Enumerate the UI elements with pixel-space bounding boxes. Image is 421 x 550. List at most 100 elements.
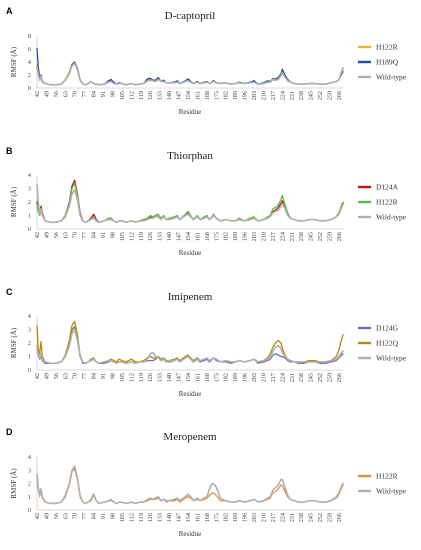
x-tick-label: 42 [34, 373, 41, 379]
x-tick-label: 112 [128, 91, 135, 100]
y-tick-label: 2 [28, 72, 31, 79]
x-tick-label: 91 [100, 232, 107, 238]
y-tick-label: 1 [28, 354, 31, 361]
y-tick-label: 4 [28, 313, 31, 320]
x-axis-label: Residue [179, 390, 202, 398]
chart-panel-c: C Imipenem 0 1 2 3 4 RMSF (Å) 42 49 56 63 70 77 84 91 98… [6, 287, 407, 398]
x-tick-label: 161 [194, 373, 201, 382]
x-tick-label: 140 [166, 232, 173, 241]
x-tick-label: 189 [232, 232, 239, 241]
x-tick-label: 182 [223, 91, 230, 100]
y-axis-label: RMSF (Å) [10, 186, 18, 217]
chart-title: Imipenem [168, 291, 213, 303]
x-tick-label: 203 [251, 513, 258, 522]
y-tick-label: 1 [28, 213, 31, 220]
x-tick-label: 105 [119, 373, 126, 382]
x-tick-label: 238 [298, 513, 305, 522]
chart-title: D-captopril [165, 10, 216, 22]
legend-label: H122R [376, 198, 398, 207]
x-tick-label: 224 [279, 373, 286, 382]
x-tick-label: 189 [232, 373, 239, 382]
x-tick-label: 63 [62, 513, 69, 519]
x-tick-label: 210 [260, 91, 267, 100]
x-tick-label: 196 [242, 373, 249, 382]
x-tick-label: 161 [194, 232, 201, 241]
x-tick-label: 203 [251, 232, 258, 241]
x-tick-label: 126 [147, 232, 154, 241]
x-tick-label: 133 [157, 373, 164, 382]
x-tick-label: 266 [336, 373, 343, 382]
x-tick-label: 147 [176, 373, 183, 382]
x-tick-label: 182 [223, 373, 230, 382]
x-tick-label: 245 [308, 513, 315, 522]
x-tick-label: 203 [251, 373, 258, 382]
series-line-wild-type [36, 465, 344, 505]
panel-label: B [6, 146, 13, 156]
x-tick-label: 189 [232, 513, 239, 522]
x-tick-label: 77 [81, 373, 88, 379]
x-tick-label: 238 [298, 373, 305, 382]
x-tick-label: 266 [336, 232, 343, 241]
x-tick-label: 49 [43, 91, 50, 97]
x-tick-label: 77 [81, 91, 88, 97]
x-tick-label: 56 [53, 373, 60, 379]
x-tick-label: 238 [298, 232, 305, 241]
x-tick-label: 91 [100, 91, 107, 97]
series-line-wild-type [36, 62, 344, 86]
x-tick-label: 154 [185, 232, 192, 241]
x-tick-label: 84 [91, 373, 98, 379]
chart-panel-d: D Meropenem 0 1 2 3 4 RMSF (Å) 42 49 56 63 70 77 84 91 9… [6, 427, 407, 538]
x-tick-label: 168 [204, 513, 211, 522]
x-tick-label: 168 [204, 91, 211, 100]
panel-label: A [6, 6, 13, 16]
x-tick-label: 196 [242, 513, 249, 522]
series-line-h122r [36, 468, 344, 505]
x-tick-label: 224 [279, 513, 286, 522]
x-tick-label: 140 [166, 91, 173, 100]
y-tick-label: 0 [28, 85, 31, 92]
x-tick-label: 252 [317, 91, 324, 100]
x-tick-label: 126 [147, 91, 154, 100]
x-tick-label: 84 [91, 513, 98, 519]
x-tick-label: 98 [109, 91, 116, 97]
x-tick-label: 63 [62, 232, 69, 238]
y-tick-label: 4 [28, 454, 31, 461]
x-tick-label: 63 [62, 91, 69, 97]
x-tick-label: 196 [242, 232, 249, 241]
chart-panel-b: B Thiorphan 0 1 2 3 4 RMSF (Å) 42 49 56 63 70 77 84 91 9… [6, 146, 407, 257]
x-tick-label: 266 [336, 513, 343, 522]
x-tick-label: 259 [327, 232, 334, 241]
x-tick-label: 231 [289, 91, 296, 100]
y-tick-label: 0 [28, 367, 31, 374]
series-line-h122q [36, 320, 344, 364]
x-tick-label: 112 [128, 373, 135, 382]
x-tick-label: 203 [251, 91, 258, 100]
x-tick-label: 56 [53, 513, 60, 519]
y-tick-label: 2 [28, 340, 31, 347]
y-tick-label: 0 [28, 507, 31, 514]
x-tick-label: 105 [119, 513, 126, 522]
x-tick-label: 119 [138, 232, 145, 241]
x-tick-label: 245 [308, 373, 315, 382]
series-line-wild-type [36, 328, 344, 365]
x-tick-label: 154 [185, 91, 192, 100]
x-tick-label: 182 [223, 513, 230, 522]
legend-label: Wild-type [376, 73, 407, 82]
y-tick-label: 2 [28, 481, 31, 488]
series-line-h189q [36, 47, 344, 86]
x-tick-label: 224 [279, 232, 286, 241]
x-tick-label: 154 [185, 513, 192, 522]
x-tick-label: 70 [72, 373, 79, 379]
x-tick-label: 56 [53, 91, 60, 97]
x-tick-label: 140 [166, 373, 173, 382]
x-tick-label: 252 [317, 232, 324, 241]
x-tick-label: 98 [109, 513, 116, 519]
y-axis-label: RMSF (Å) [10, 327, 18, 358]
x-tick-label: 217 [270, 373, 277, 382]
x-tick-label: 259 [327, 91, 334, 100]
x-tick-label: 56 [53, 232, 60, 238]
y-tick-label: 6 [28, 46, 31, 53]
x-tick-label: 231 [289, 513, 296, 522]
